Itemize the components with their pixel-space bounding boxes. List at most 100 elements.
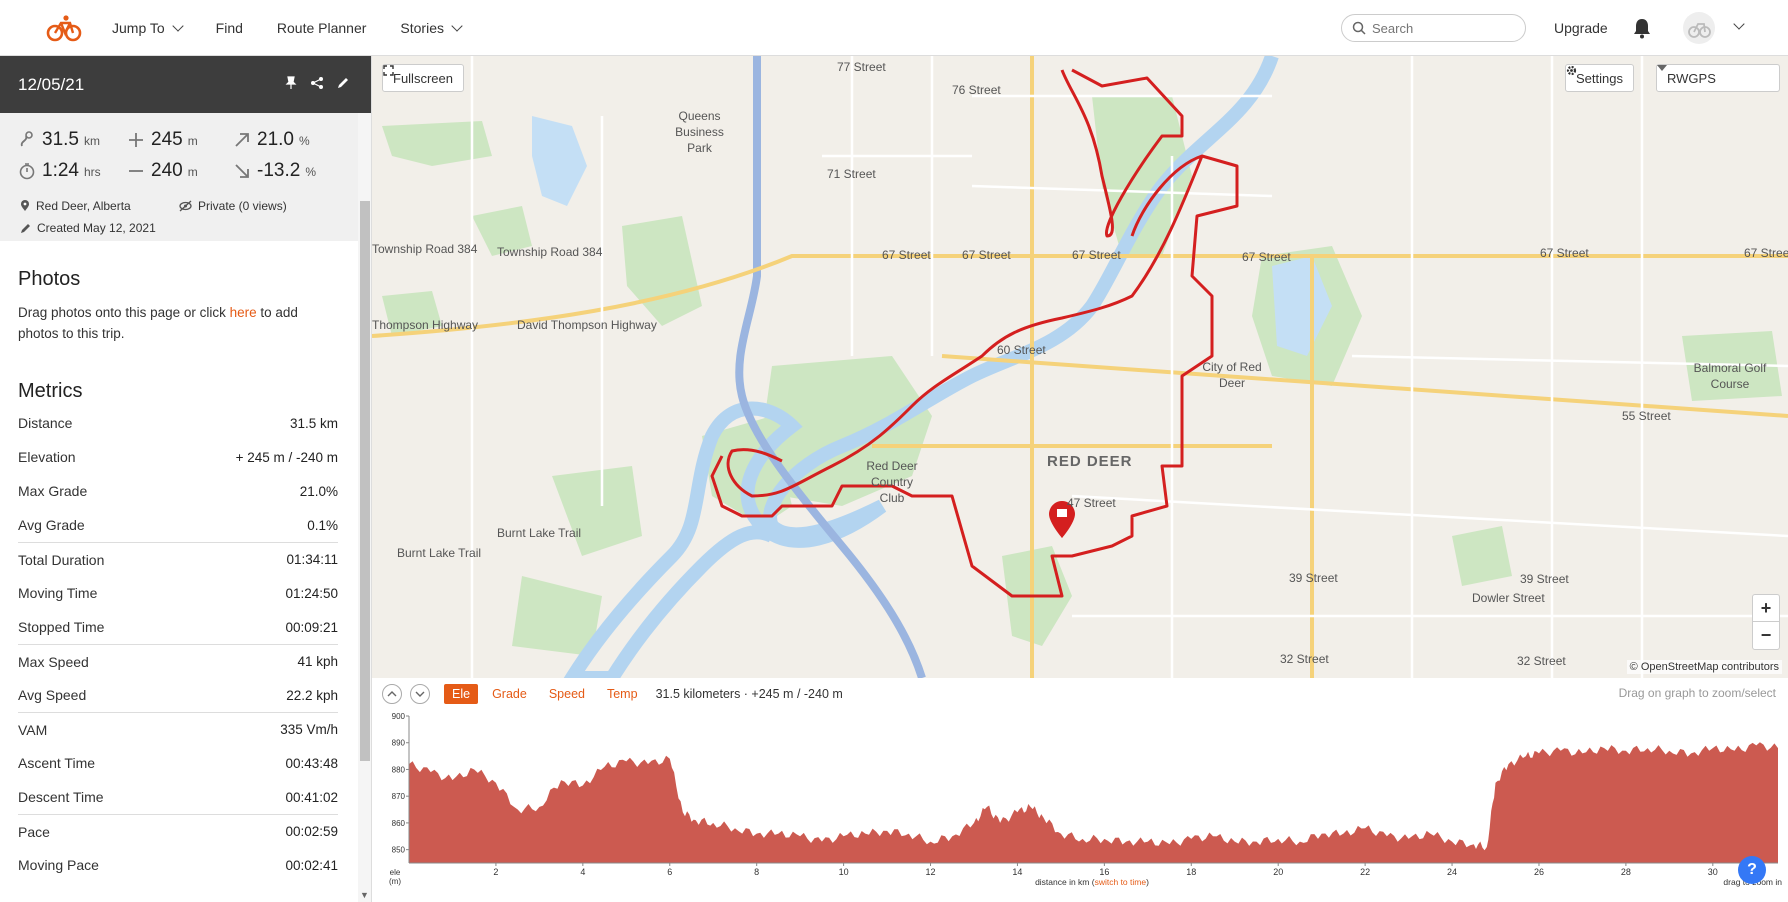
x-tick-label: 12 xyxy=(926,867,936,877)
metric-label: Max Speed xyxy=(18,653,89,670)
map-label: RED DEER xyxy=(1047,453,1133,470)
metric-row: Max Speed 41 kph xyxy=(18,644,338,678)
map-label: 39 Street xyxy=(1289,571,1338,585)
map-settings-button[interactable]: Settings xyxy=(1565,64,1634,92)
zoom-out-button[interactable]: − xyxy=(1760,625,1772,645)
scroll-down-arrow-icon[interactable]: ▼ xyxy=(360,890,369,900)
tab-speed[interactable]: Speed xyxy=(548,687,585,701)
metric-value: 41 kph xyxy=(297,654,338,669)
metrics-list: Distance 31.5 km Elevation + 245 m / -240 m… xyxy=(18,406,338,882)
nav-jump-to[interactable]: Jump To xyxy=(112,20,184,36)
map-label: Township Road 384 xyxy=(372,242,478,256)
map-label: David Thompson Highway xyxy=(517,318,657,332)
bell-icon[interactable] xyxy=(1632,17,1652,39)
map-label: 32 Street xyxy=(1280,652,1329,666)
arrow-down-right-icon xyxy=(235,164,249,178)
chevron-down-icon[interactable] xyxy=(1733,18,1745,30)
tab-grade[interactable]: Grade xyxy=(492,687,527,701)
nav-route-planner[interactable]: Route Planner xyxy=(276,20,367,36)
metric-row: Moving Pace 00:02:41 xyxy=(18,848,338,882)
pin-icon[interactable] xyxy=(284,76,298,90)
y-tick-label: 890 xyxy=(392,739,406,748)
tab-elevation[interactable]: Ele xyxy=(444,684,479,704)
pencil-icon xyxy=(21,223,30,233)
trip-sidebar: 12/05/21 31.5 km 245 m 21.0% 1:24 hrs 240 m xyxy=(0,56,372,902)
stat-descent: 240 m xyxy=(127,160,198,182)
trip-header: 12/05/21 xyxy=(0,56,371,113)
metric-value: 00:43:48 xyxy=(285,755,338,771)
help-icon[interactable]: ? xyxy=(1738,856,1766,884)
add-photos-link[interactable]: here xyxy=(229,305,257,320)
edit-icon[interactable] xyxy=(336,76,350,90)
metric-value: 31.5 km xyxy=(289,415,338,431)
trip-privacy[interactable]: Private (0 views) xyxy=(179,199,287,213)
search-box[interactable] xyxy=(1341,14,1526,42)
metric-label: Distance xyxy=(18,415,73,431)
ride-logo-icon[interactable] xyxy=(46,14,82,42)
sidebar-scrollbar[interactable]: ▼ xyxy=(358,113,371,902)
metric-value: 00:09:21 xyxy=(285,619,338,635)
distance-icon xyxy=(20,131,33,147)
metric-row: Ascent Time 00:43:48 xyxy=(18,746,338,780)
user-avatar-icon xyxy=(1688,23,1711,38)
switch-to-time-link[interactable]: switch to time xyxy=(1095,877,1147,887)
x-tick-label: 6 xyxy=(667,867,672,877)
gear-icon xyxy=(1566,65,1577,76)
trip-stats: 31.5 km 245 m 21.0% 1:24 hrs 240 m -13.2% xyxy=(0,113,358,241)
map-label: 77 Street xyxy=(837,60,886,74)
scrollbar-thumb[interactable] xyxy=(360,201,370,761)
chevron-down-icon xyxy=(415,691,425,697)
share-icon[interactable] xyxy=(310,76,324,90)
zoom-in-button[interactable]: + xyxy=(1753,595,1779,622)
metric-value: 00:02:41 xyxy=(285,857,338,873)
tab-temp[interactable]: Temp xyxy=(606,687,638,701)
metric-row: Avg Grade 0.1% xyxy=(18,508,338,542)
route-map[interactable]: 77 Street 76 Street Queens Business Park… xyxy=(372,56,1788,678)
minus-icon xyxy=(129,170,143,172)
x-tick-label: 30 xyxy=(1708,867,1718,877)
metric-row: Stopped Time 00:09:21 xyxy=(18,610,338,644)
map-layer-select[interactable]: RWGPS xyxy=(1656,64,1780,92)
map-label: 67 Street xyxy=(1242,250,1291,264)
elevation-area xyxy=(409,742,1778,863)
map-attribution[interactable]: © OpenStreetMap contributors xyxy=(1626,660,1782,674)
collapse-up-button[interactable] xyxy=(382,684,402,704)
map-lakes xyxy=(532,116,1332,356)
map-label: Thompson Highway xyxy=(372,318,479,332)
metric-row: Moving Time 01:24:50 xyxy=(18,576,338,610)
y-axis-unit: (m) xyxy=(389,877,401,886)
map-canvas[interactable] xyxy=(372,56,1788,678)
photos-instructions: Drag photos onto this page or click here… xyxy=(18,305,298,341)
x-tick-label: 28 xyxy=(1621,867,1631,877)
y-tick-label: 870 xyxy=(392,792,406,801)
map-label: Balmoral Golf Course xyxy=(1693,361,1767,391)
metric-label: Moving Time xyxy=(18,585,98,601)
search-input[interactable] xyxy=(1372,20,1512,36)
x-tick-label: 26 xyxy=(1534,867,1544,877)
map-label: 67 Street xyxy=(1540,246,1589,260)
trip-location: Red Deer, Alberta xyxy=(20,199,131,213)
zoom-control: + − xyxy=(1752,594,1780,650)
fullscreen-button[interactable]: Fullscreen xyxy=(382,64,464,92)
metric-label: Elevation xyxy=(18,449,76,465)
expand-down-button[interactable] xyxy=(410,684,430,704)
nav-stories[interactable]: Stories xyxy=(400,20,463,36)
nav-find[interactable]: Find xyxy=(215,20,243,36)
top-navigation: Jump To Find Route Planner Stories Upgra… xyxy=(0,0,1788,56)
map-label: 67 Street xyxy=(1072,248,1121,262)
route-end-marker[interactable] xyxy=(1049,501,1075,538)
x-tick-label: 20 xyxy=(1273,867,1283,877)
map-label: Red Deer Country Club xyxy=(866,459,918,505)
x-tick-label: 18 xyxy=(1186,867,1196,877)
trip-created: Created May 12, 2021 xyxy=(20,221,156,235)
map-label: 32 Street xyxy=(1517,654,1566,668)
metric-label: Avg Grade xyxy=(18,517,85,533)
map-label: Burnt Lake Trail xyxy=(497,526,582,540)
avatar[interactable] xyxy=(1683,12,1715,44)
metric-row: Avg Speed 22.2 kph xyxy=(18,678,338,712)
upgrade-link[interactable]: Upgrade xyxy=(1554,20,1608,36)
metric-label: Avg Speed xyxy=(18,687,87,703)
metric-row: Total Duration 01:34:11 xyxy=(18,542,338,576)
metric-value: + 245 m / -240 m xyxy=(235,449,338,465)
